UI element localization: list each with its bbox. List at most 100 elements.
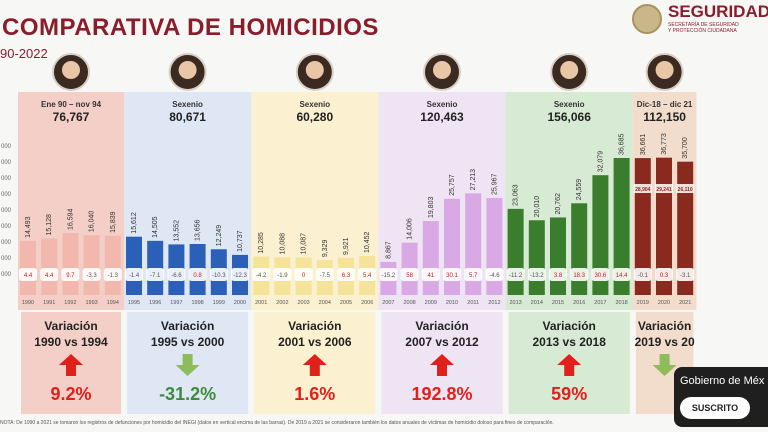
- year-label-1991: 1991: [43, 300, 55, 306]
- pct-badge-bg: [421, 268, 440, 281]
- pct-badge-bg: [464, 268, 483, 281]
- value-label-1992: 16,594: [67, 209, 74, 231]
- pct-badge-bg: [379, 268, 398, 281]
- value-label-2008: 14,006: [407, 218, 414, 240]
- year-label-2003: 2003: [297, 300, 309, 306]
- pct-label-2010: 30.1: [446, 273, 458, 279]
- pct-label-2000: -12.3: [233, 273, 247, 279]
- channel-name: Gobierno de Méx: [680, 375, 765, 387]
- value-label-2021: 35,700: [682, 137, 689, 159]
- bar-2018: [613, 158, 630, 295]
- pct-label-2009: 41: [427, 273, 434, 279]
- period-total-calderon: 120,463: [420, 110, 464, 124]
- pct-badge-bg: [527, 268, 546, 281]
- value-label-2017: 32,079: [597, 151, 604, 173]
- year-label-1992: 1992: [64, 300, 76, 306]
- bar-2021: [677, 161, 694, 295]
- pct-label-2021: -3.1: [680, 273, 691, 279]
- value-label-2016: 24,559: [576, 179, 583, 201]
- year-label-2015: 2015: [552, 300, 564, 306]
- youtube-channel-overlay[interactable]: Gobierno de Méx SUSCRITO: [674, 367, 768, 427]
- pct-badge-bg: [19, 268, 37, 281]
- pct-label-2001: -4.2: [256, 273, 267, 279]
- pct-label-1990: 4.4: [24, 273, 33, 279]
- bar-2015: [550, 217, 566, 295]
- inner-label-2019: 28,904: [635, 187, 651, 193]
- variation-title-salinas: Variación: [44, 319, 97, 333]
- year-label-1996: 1996: [149, 300, 161, 306]
- value-label-2000: 10,737: [237, 230, 244, 252]
- year-label-2021: 2021: [679, 300, 691, 306]
- pct-label-2011: 5.7: [469, 273, 478, 279]
- y-tick-label: 000: [1, 240, 12, 246]
- inner-label-2021: 26,110: [678, 187, 693, 193]
- pct-label-2007: -15.2: [382, 273, 396, 279]
- pct-badge-bg: [315, 268, 334, 281]
- variation-title-calderon: Variación: [415, 319, 468, 333]
- pct-label-2003: 0: [302, 273, 306, 279]
- year-label-2004: 2004: [319, 300, 331, 306]
- period-label-fox: Sexenio: [299, 100, 330, 109]
- value-label-2014: 20,010: [534, 196, 541, 218]
- bar-1993: [83, 235, 100, 295]
- value-label-2009: 19,803: [428, 197, 435, 219]
- bar-1996: [147, 240, 164, 295]
- value-label-2007: 8,867: [385, 241, 392, 259]
- pct-label-2020: 0.3: [660, 273, 669, 279]
- pct-badge-bg: [188, 268, 207, 281]
- value-label-1997: 13,552: [173, 220, 180, 242]
- seguridad-logo: SEGURIDAD SECRETARÍA DE SEGURIDAD Y PROT…: [632, 2, 768, 38]
- pct-label-2012: -4.6: [489, 273, 500, 279]
- period-label-amlo: Dic-18 – dic 21: [637, 100, 693, 109]
- bar-1991: [41, 238, 58, 295]
- logo-subtext-line1: SECRETARÍA DE SEGURIDAD: [668, 22, 739, 28]
- subscribed-button[interactable]: SUSCRITO: [680, 397, 750, 419]
- period-subtitle: 90-2022: [0, 46, 48, 61]
- year-label-2013: 2013: [509, 300, 521, 306]
- logo-subtext: SECRETARÍA DE SEGURIDAD Y PROTECCIÓN CIU…: [668, 22, 739, 34]
- pct-label-2016: 18.3: [573, 273, 585, 279]
- y-tick-label: 000: [1, 144, 12, 150]
- pct-label-1993: -3.3: [86, 273, 97, 279]
- inner-label-bg: [655, 184, 673, 193]
- pct-label-2015: 3.8: [554, 273, 563, 279]
- pct-badge-bg: [125, 268, 143, 281]
- period-bg-pena: [505, 92, 633, 310]
- pct-badge-bg: [655, 268, 673, 281]
- value-label-2004: 9,329: [322, 240, 329, 258]
- year-label-1997: 1997: [170, 300, 182, 306]
- value-label-2015: 20,762: [555, 193, 562, 215]
- national-seal-icon: [632, 4, 662, 34]
- pct-badge-bg: [358, 268, 377, 281]
- year-label-2014: 2014: [531, 300, 543, 306]
- year-label-2010: 2010: [446, 300, 458, 306]
- variation-title-pena: Variación: [543, 319, 596, 333]
- inner-label-2020: 29,241: [656, 187, 672, 193]
- pct-badge-bg: [400, 268, 419, 281]
- arrow-up-icon: [557, 354, 582, 376]
- pct-badge-bg: [676, 268, 695, 281]
- pct-badge-bg: [633, 268, 652, 281]
- variation-range-amlo: 2019 vs 20: [635, 335, 695, 349]
- pct-badge-bg: [443, 268, 461, 281]
- period-label-zedillo: Sexenio: [172, 100, 203, 109]
- pct-badge-bg: [570, 268, 589, 281]
- variation-title-fox: Variación: [288, 319, 341, 333]
- year-label-2020: 2020: [658, 300, 670, 306]
- pct-badge-bg: [591, 268, 610, 281]
- portrait-face-amlo: [655, 61, 674, 79]
- pct-label-1991: 4.4: [45, 273, 54, 279]
- variation-range-fox: 2001 vs 2006: [278, 335, 352, 349]
- variation-range-pena: 2013 vs 2018: [532, 335, 606, 349]
- footnote: NOTA: De 1990 a 2021 se tomaron los regi…: [0, 420, 554, 426]
- pct-badge-bg: [40, 268, 59, 281]
- pct-label-1996: -7.1: [150, 273, 161, 279]
- pct-badge-bg: [167, 268, 186, 281]
- bar-2013: [507, 208, 524, 295]
- year-label-1990: 1990: [22, 300, 34, 306]
- y-tick-label: 000: [1, 224, 12, 230]
- y-tick-label: 000: [1, 192, 12, 198]
- value-label-2002: 10,088: [279, 233, 286, 255]
- value-label-2012: 25,967: [491, 174, 498, 196]
